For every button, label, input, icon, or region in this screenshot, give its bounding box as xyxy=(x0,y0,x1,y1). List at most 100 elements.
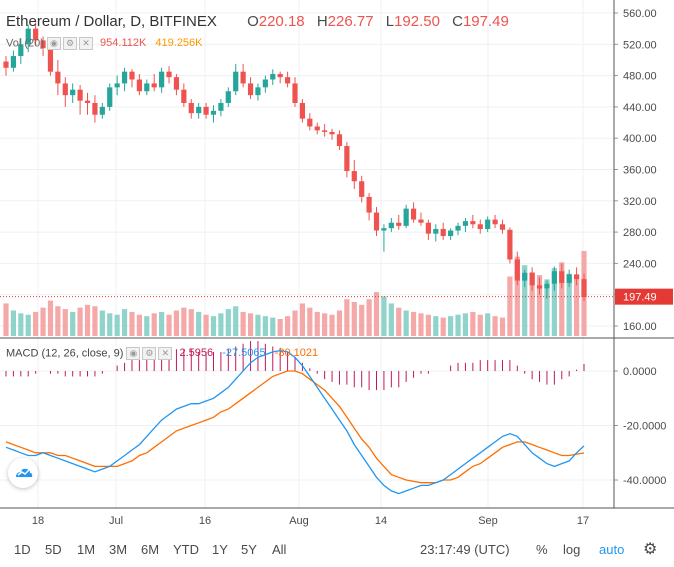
volume-legend: Vol (20) ◉ ⚙ ✕ 954.112K 419.256K xyxy=(6,37,203,50)
date-tick-label: Jul xyxy=(109,515,123,527)
tradingview-logo-button[interactable] xyxy=(8,458,38,488)
volume-bar xyxy=(10,310,17,336)
volume-bar xyxy=(373,292,380,336)
open-label: O xyxy=(247,13,259,30)
candle-body xyxy=(247,83,254,96)
candle-body xyxy=(159,71,165,88)
candle-body xyxy=(403,208,409,226)
price-tick-label: 400.00 xyxy=(623,133,657,145)
volume-bar xyxy=(322,313,328,336)
candle-body xyxy=(40,40,46,49)
macd-histogram-value: 2.5956 xyxy=(179,347,214,360)
candle-body xyxy=(292,83,298,103)
eye-icon[interactable]: ◉ xyxy=(126,347,141,360)
candle-body xyxy=(551,271,557,284)
range-5y[interactable]: 5Y xyxy=(241,542,257,557)
volume-bar xyxy=(92,306,98,336)
volume-bar xyxy=(255,314,261,336)
candle-body xyxy=(351,171,357,182)
candle-body xyxy=(233,71,239,92)
volume-bar xyxy=(203,314,209,336)
volume-bar xyxy=(544,279,550,336)
bottom-toolbar: 1D 5D 1M 3M 6M YTD 1Y 5Y All 23:17:49 (U… xyxy=(0,536,674,567)
macd-label: MACD (12, 26, close, 9) xyxy=(6,347,124,360)
candle-body xyxy=(581,279,587,298)
volume-bar xyxy=(247,313,254,336)
macd-legend: MACD (12, 26, close, 9) ◉ ⚙ ✕ 2.5956 -27.5… xyxy=(6,347,318,360)
candle-body xyxy=(240,71,246,84)
volume-bar xyxy=(3,303,9,336)
volume-bar xyxy=(292,310,298,336)
volume-bar xyxy=(210,316,217,336)
volume-bar xyxy=(144,316,150,336)
candle-body xyxy=(55,71,61,84)
volume-bar xyxy=(485,313,491,336)
candle-body xyxy=(492,219,498,225)
price-tick-label: 360.00 xyxy=(623,165,657,177)
eye-icon[interactable]: ◉ xyxy=(46,37,61,50)
volume-bar xyxy=(62,309,68,336)
volume-bar xyxy=(551,268,557,336)
date-tick-label: 17 xyxy=(577,515,589,527)
range-3m[interactable]: 3M xyxy=(109,542,128,557)
candle-body xyxy=(536,285,543,289)
volume-bar xyxy=(448,316,454,336)
log-toggle[interactable]: log xyxy=(563,542,581,557)
auto-toggle[interactable]: auto xyxy=(599,542,625,557)
low-value: 192.50 xyxy=(394,13,440,30)
candle-body xyxy=(477,224,483,229)
candle-body xyxy=(62,83,68,96)
range-6m[interactable]: 6M xyxy=(141,542,160,557)
candle-body xyxy=(196,106,202,114)
range-5d[interactable]: 5D xyxy=(45,542,62,557)
gear-icon[interactable]: ⚙ xyxy=(62,37,77,50)
percent-toggle[interactable]: % xyxy=(536,542,548,557)
candle-body xyxy=(107,87,113,107)
candle-body xyxy=(366,196,372,213)
volume-bar xyxy=(366,299,372,336)
candle-body xyxy=(210,110,217,115)
volume-bar xyxy=(70,311,76,336)
volume-bar xyxy=(47,300,54,336)
candle-body xyxy=(462,221,469,226)
high-label: H xyxy=(316,13,328,30)
volume-bar xyxy=(559,262,565,336)
close-icon[interactable]: ✕ xyxy=(78,37,93,50)
volume-bar xyxy=(433,316,439,336)
candlestick-series xyxy=(3,22,587,301)
volume-bar xyxy=(329,314,335,336)
volume-bar xyxy=(492,316,498,336)
candle-body xyxy=(47,48,54,72)
close-icon[interactable]: ✕ xyxy=(158,347,173,360)
candle-body xyxy=(485,219,491,229)
range-1y[interactable]: 1Y xyxy=(212,542,228,557)
candle-body xyxy=(522,272,528,281)
volume-bar xyxy=(425,314,431,336)
volume-bars xyxy=(3,251,587,336)
volume-bar xyxy=(359,304,365,336)
volume-bar xyxy=(351,302,357,336)
volume-bar xyxy=(499,317,506,336)
candle-body xyxy=(455,225,461,231)
range-1m[interactable]: 1M xyxy=(77,542,96,557)
gear-icon[interactable]: ⚙ xyxy=(643,541,658,558)
volume-bar xyxy=(107,313,113,336)
gear-icon[interactable]: ⚙ xyxy=(142,347,157,360)
candle-body xyxy=(344,146,350,172)
candle-body xyxy=(92,102,98,115)
volume-bar xyxy=(536,275,543,336)
candle-body xyxy=(566,274,572,283)
date-tick-label: 16 xyxy=(199,515,211,527)
volume-bar xyxy=(121,309,128,336)
candle-body xyxy=(499,224,506,230)
price-axis: 160.00200.00240.00280.00320.00360.00400.… xyxy=(0,0,674,527)
macd-tick-label: 0.0000 xyxy=(623,366,657,378)
last-price-label: 197.49 xyxy=(623,292,657,304)
range-1d[interactable]: 1D xyxy=(14,542,31,557)
volume-bar xyxy=(166,314,172,336)
candle-body xyxy=(410,208,417,220)
volume-bar xyxy=(136,314,142,336)
range-all[interactable]: All xyxy=(272,542,287,557)
range-ytd[interactable]: YTD xyxy=(173,542,199,557)
